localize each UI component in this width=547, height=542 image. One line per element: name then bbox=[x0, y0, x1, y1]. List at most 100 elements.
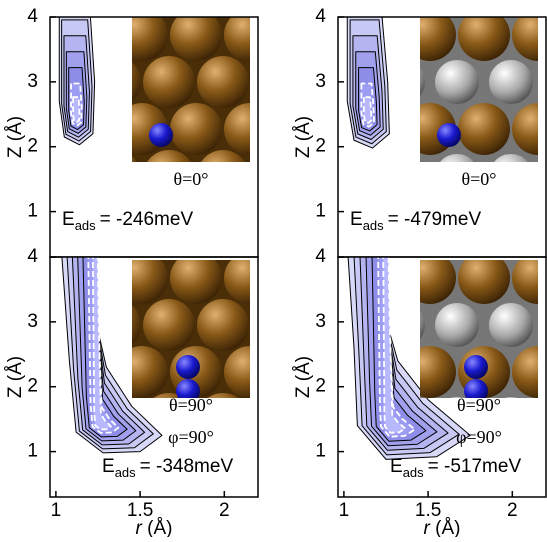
atom bbox=[305, 393, 357, 445]
atom bbox=[435, 0, 479, 10]
contours bbox=[347, 4, 389, 148]
atom bbox=[143, 299, 195, 351]
inset bbox=[62, 0, 357, 202]
atom bbox=[197, 205, 249, 257]
energy-subscript: ads bbox=[403, 465, 424, 480]
atom bbox=[251, 299, 303, 351]
angle-label: θ=0° bbox=[462, 169, 497, 189]
atom bbox=[170, 252, 222, 304]
atom bbox=[89, 0, 141, 14]
y-tick-label: 3 bbox=[27, 311, 38, 332]
figure: 1 2 3 4 Z (Å) θ=0° Eads = -246meV 1 2 3 4 Z (Å) θ=0° E… bbox=[0, 0, 547, 537]
atom bbox=[224, 346, 276, 398]
x-tick-label: 2 bbox=[219, 500, 230, 521]
energy-symbol: E bbox=[62, 209, 75, 230]
atom bbox=[143, 56, 195, 108]
atom bbox=[116, 346, 168, 398]
y-tick-label: 4 bbox=[27, 6, 38, 27]
x-axis-variable: r bbox=[136, 518, 143, 537]
angle-label: θ=90° bbox=[457, 395, 501, 415]
y-tick-label: 2 bbox=[315, 136, 326, 157]
atom bbox=[89, 150, 141, 202]
y-axis-label: Z (Å) bbox=[5, 116, 26, 158]
energy-label: Eads = -517meV bbox=[390, 456, 521, 480]
atom bbox=[197, 0, 249, 14]
x-axis-label: r (Å) bbox=[136, 518, 173, 537]
atom bbox=[224, 252, 276, 304]
atom bbox=[170, 103, 222, 155]
atom bbox=[404, 252, 456, 304]
atom bbox=[197, 56, 249, 108]
y-tick-label: 1 bbox=[27, 441, 38, 462]
molecule-atom bbox=[437, 123, 461, 147]
energy-value: = -246meV bbox=[100, 209, 194, 230]
y-tick-label: 1 bbox=[27, 201, 38, 222]
energy-label: Eads = -246meV bbox=[62, 209, 193, 233]
y-tick-label: 1 bbox=[315, 201, 326, 222]
atom bbox=[305, 299, 357, 351]
x-axis-unit: (Å) bbox=[435, 518, 460, 537]
y-tick-label: 2 bbox=[27, 376, 38, 397]
panel: 123411.52Z (Å)r (Å)θ=90°φ=90°Eads= -517m… bbox=[293, 209, 547, 537]
contours bbox=[59, 4, 94, 145]
atom bbox=[381, 0, 425, 10]
atom bbox=[251, 0, 303, 14]
energy-value: = -479meV bbox=[388, 209, 482, 230]
y-tick-label: 4 bbox=[315, 6, 326, 27]
atom bbox=[458, 103, 510, 155]
molecule-atom bbox=[464, 355, 488, 379]
atom bbox=[251, 393, 303, 445]
atom bbox=[143, 0, 195, 14]
atom bbox=[251, 56, 303, 108]
atom bbox=[251, 205, 303, 257]
energy-value: = -348meV bbox=[140, 456, 234, 477]
x-axis-label: r (Å) bbox=[424, 518, 461, 537]
energy-subscript: ads bbox=[363, 218, 384, 233]
y-tick-label: 4 bbox=[315, 246, 326, 267]
energy-value: = -517meV bbox=[428, 456, 522, 477]
atom bbox=[489, 60, 533, 104]
atom bbox=[543, 0, 547, 10]
y-tick-label: 2 bbox=[315, 376, 326, 397]
x-tick-label: 1 bbox=[51, 500, 62, 521]
y-tick-label: 3 bbox=[315, 311, 326, 332]
energy-symbol: E bbox=[390, 456, 403, 477]
y-tick-label: 1 bbox=[315, 441, 326, 462]
x-axis-variable: r bbox=[424, 518, 431, 537]
x-axis-unit: (Å) bbox=[147, 518, 172, 537]
atom bbox=[305, 0, 357, 14]
energy-label: Eads = -479meV bbox=[350, 209, 481, 233]
energy-symbol: E bbox=[102, 456, 115, 477]
energy-label: Eads = -348meV bbox=[102, 456, 233, 480]
y-axis-label: Z (Å) bbox=[293, 356, 314, 398]
atom bbox=[116, 252, 168, 304]
y-axis-label: Z (Å) bbox=[5, 356, 26, 398]
atom bbox=[435, 303, 479, 347]
panel: 1 2 3 4 Z (Å) θ=0° Eads = -479meV bbox=[293, 0, 547, 257]
energy-subscript: ads bbox=[75, 218, 96, 233]
atom bbox=[489, 209, 533, 253]
x-tick-label: 2 bbox=[507, 500, 518, 521]
y-tick-label: 3 bbox=[27, 71, 38, 92]
molecule-atom bbox=[149, 123, 173, 147]
atom bbox=[224, 103, 276, 155]
atom bbox=[89, 56, 141, 108]
y-axis-label: Z (Å) bbox=[293, 116, 314, 158]
energy-subscript: ads bbox=[115, 465, 136, 480]
y-tick-label: 3 bbox=[315, 71, 326, 92]
angle-label: θ=90° bbox=[169, 395, 213, 415]
atom bbox=[197, 299, 249, 351]
y-tick-label: 4 bbox=[27, 246, 38, 267]
atom bbox=[489, 303, 533, 347]
atom bbox=[435, 60, 479, 104]
contour-line bbox=[73, 97, 79, 122]
energy-symbol: E bbox=[350, 209, 363, 230]
atom bbox=[381, 154, 425, 198]
y-tick-label: 2 bbox=[27, 136, 38, 157]
angle-label: θ=0° bbox=[174, 169, 209, 189]
x-tick-label: 1 bbox=[339, 500, 350, 521]
atom bbox=[489, 0, 533, 10]
angle-label: φ=90° bbox=[168, 427, 214, 447]
molecule-atom bbox=[176, 355, 200, 379]
angle-label: φ=90° bbox=[456, 427, 502, 447]
